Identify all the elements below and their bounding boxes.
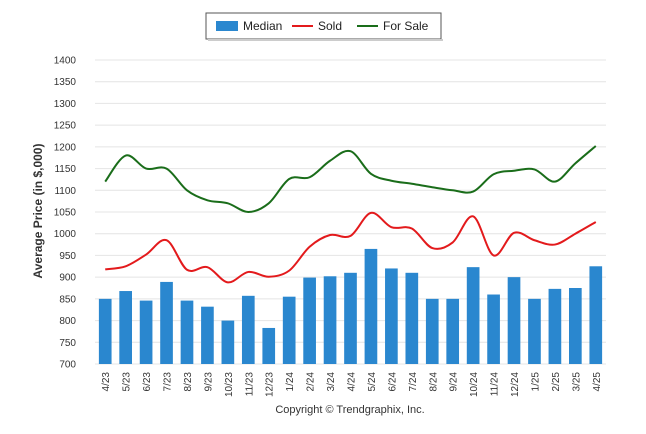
x-tick-label: 6/23 [142, 372, 153, 392]
y-tick-label: 1350 [54, 77, 77, 88]
median-bar [98, 298, 112, 364]
y-tick-label: 800 [59, 316, 76, 327]
x-tick-label: 4/24 [347, 372, 358, 392]
y-tick-label: 750 [59, 338, 76, 349]
x-tick-label: 4/23 [101, 372, 112, 392]
x-tick-label: 11/24 [490, 372, 501, 397]
median-bar [201, 306, 214, 364]
y-tick-label: 950 [59, 251, 76, 262]
median-bar [344, 272, 357, 364]
median-bar [405, 272, 419, 364]
x-tick-label: 2/25 [551, 372, 562, 392]
y-tick-label: 1400 [54, 56, 77, 67]
x-tick-label: 6/24 [387, 372, 398, 392]
median-bar [180, 300, 194, 364]
series-lines [104, 145, 597, 284]
x-tick-label: 7/23 [163, 372, 174, 392]
x-tick-label: 2/24 [306, 372, 317, 392]
median-bar [119, 291, 132, 364]
x-tick-label: 5/24 [367, 372, 378, 392]
x-tick-label: 5/23 [122, 372, 133, 392]
legend-swatch-median [216, 21, 238, 31]
legend-shadow [208, 39, 443, 41]
x-tick-label: 1/25 [530, 372, 541, 392]
median-bars [98, 248, 603, 364]
y-axis-ticks: 700 750 800 850 900 950 1000 1050 1100 1150 1200 12… [54, 56, 77, 371]
sold-line [105, 211, 597, 284]
legend-label-median: Median [243, 19, 282, 33]
x-tick-label: 7/24 [408, 372, 419, 392]
y-tick-label: 1250 [54, 121, 77, 132]
y-axis-title: Average Price (in $,000) [31, 144, 45, 279]
x-tick-label: 3/25 [571, 372, 582, 392]
for-sale-line [104, 145, 597, 214]
median-bar [303, 277, 316, 364]
legend-box [205, 12, 442, 40]
y-tick-label: 1100 [54, 186, 76, 197]
median-bar [507, 277, 521, 364]
median-bar [425, 298, 439, 364]
x-tick-label: 8/23 [183, 372, 194, 392]
legend-label-sold: Sold [318, 19, 342, 33]
median-bar [548, 288, 562, 364]
legend: Median Sold For Sale [205, 12, 443, 41]
y-tick-label: 700 [59, 360, 76, 371]
median-bar [487, 294, 500, 364]
median-bar [160, 281, 173, 364]
x-tick-label: 4/25 [592, 372, 603, 392]
x-tick-label: 12/23 [265, 372, 276, 397]
median-bar [221, 320, 235, 364]
copyright-text: Copyright © Trendgraphix, Inc. [275, 404, 424, 416]
x-tick-label: 9/23 [203, 372, 214, 392]
x-axis-ticks: 4/23 5/23 6/23 7/23 8/23 9/23 10/23 11/23 12/23 1… [101, 372, 603, 397]
median-bar [323, 276, 337, 364]
median-bar [569, 288, 582, 364]
y-tick-label: 1000 [54, 229, 77, 240]
legend-label-forsale: For Sale [383, 19, 429, 33]
median-bar [589, 266, 603, 364]
median-bar [466, 267, 480, 364]
median-bar [282, 296, 296, 364]
median-bar [385, 268, 398, 364]
y-tick-label: 900 [59, 273, 76, 284]
x-tick-label: 10/23 [224, 372, 235, 397]
y-tick-label: 1050 [54, 208, 77, 219]
y-tick-label: 850 [59, 294, 76, 305]
median-bar [241, 295, 255, 364]
x-tick-label: 9/24 [449, 372, 460, 392]
median-bar [364, 248, 378, 364]
x-tick-label: 3/24 [326, 372, 337, 392]
x-tick-label: 10/24 [469, 372, 480, 397]
y-tick-label: 1300 [54, 99, 77, 110]
median-bar [262, 327, 276, 364]
gridlines [95, 59, 606, 365]
x-tick-label: 11/23 [244, 372, 255, 397]
x-tick-label: 1/24 [285, 372, 296, 392]
x-tick-label: 8/24 [428, 372, 439, 392]
x-tick-label: 12/24 [510, 372, 521, 397]
y-tick-label: 1150 [54, 164, 76, 175]
y-tick-label: 1200 [54, 142, 77, 153]
median-bar [139, 300, 153, 364]
median-bar [528, 298, 541, 364]
median-bar [446, 298, 460, 364]
